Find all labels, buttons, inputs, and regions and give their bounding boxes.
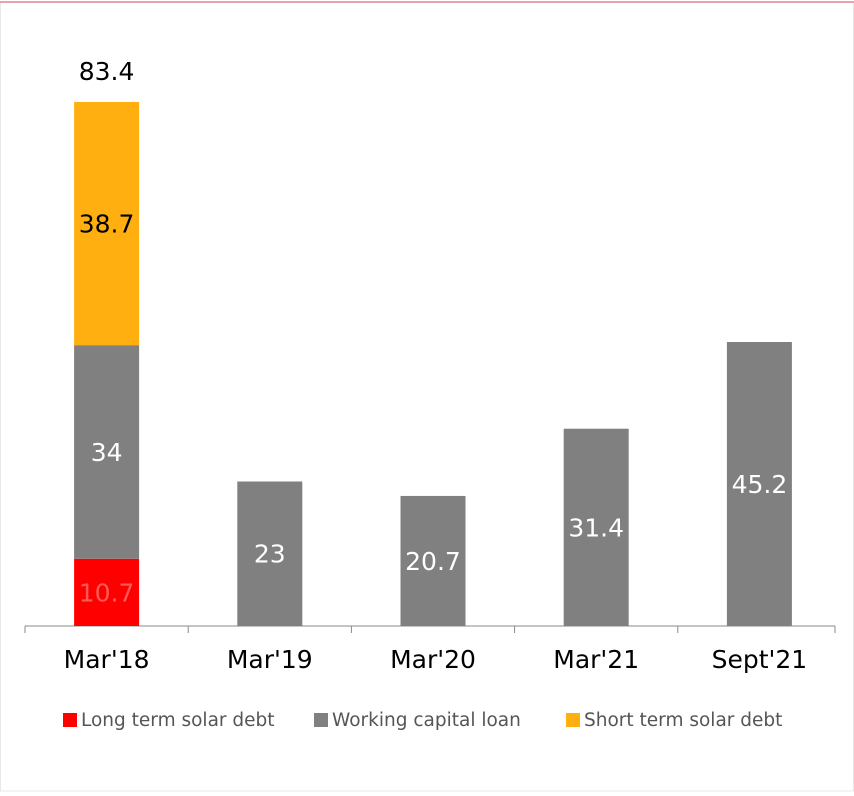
legend-swatch bbox=[63, 713, 77, 727]
x-tick-label: Mar'20 bbox=[390, 645, 476, 674]
bar-segment bbox=[237, 481, 303, 626]
bar-segment bbox=[74, 345, 140, 559]
data-label: 31.4 bbox=[568, 513, 624, 542]
data-label: 34 bbox=[91, 438, 123, 467]
legend-label: Working capital loan bbox=[332, 710, 521, 731]
legend-label: Long term solar debt bbox=[81, 710, 275, 731]
bar-segment bbox=[74, 102, 140, 346]
bar-segment bbox=[563, 428, 629, 626]
data-label: 45.2 bbox=[732, 470, 788, 499]
legend-label: Short term solar debt bbox=[584, 710, 782, 731]
bar-segment bbox=[400, 495, 466, 626]
x-tick-label: Mar'19 bbox=[227, 645, 313, 674]
data-label: 23 bbox=[254, 540, 286, 569]
x-tick-label: Sept'21 bbox=[712, 645, 808, 674]
legend-swatch bbox=[314, 713, 328, 727]
bar-segment bbox=[726, 342, 792, 626]
data-label: 38.7 bbox=[79, 210, 135, 239]
data-label: 10.7 bbox=[79, 578, 135, 607]
x-tick-label: Mar'21 bbox=[553, 645, 639, 674]
total-label: 83.4 bbox=[79, 57, 135, 86]
data-label: 20.7 bbox=[405, 547, 461, 576]
x-tick-label: Mar'18 bbox=[64, 645, 150, 674]
bar-segment bbox=[74, 558, 140, 626]
legend-swatch bbox=[566, 713, 580, 727]
